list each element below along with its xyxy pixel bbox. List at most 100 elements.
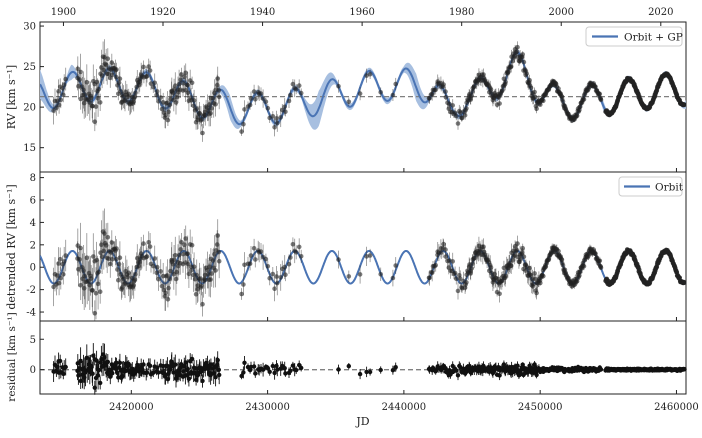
detrended-point: [90, 288, 95, 293]
rv-panel: RV [km s⁻¹] Orbit + GP: [5, 21, 687, 173]
rv-point: [469, 93, 475, 98]
rv-point: [577, 104, 583, 109]
rv-point: [109, 60, 115, 65]
rv-point: [454, 113, 459, 119]
detrended-point: [192, 276, 198, 282]
detrended-y-tick-label: 2: [30, 240, 36, 251]
detrended-point: [455, 288, 461, 294]
detrended-point: [106, 256, 111, 262]
detrended-legend-box: [618, 176, 683, 197]
rv-point: [282, 104, 288, 110]
residual-point: [294, 367, 299, 373]
residual-point: [213, 375, 218, 380]
detrended-point: [503, 273, 508, 279]
residual-panel-frame: [39, 320, 687, 395]
detrended-point: [56, 280, 62, 286]
detrended-point: [115, 267, 120, 272]
residual-point: [346, 363, 351, 369]
detrended-point: [209, 271, 214, 276]
rv-point: [274, 116, 279, 121]
rv-point: [84, 79, 90, 85]
detrended-point: [441, 241, 446, 247]
detrended-point: [102, 231, 107, 236]
rv-point: [682, 102, 686, 107]
rv-point: [521, 59, 527, 65]
detrended-point: [518, 256, 523, 262]
residual-y-axis: 05: [30, 335, 44, 376]
rv-point: [538, 102, 543, 107]
residual-point: [141, 362, 146, 367]
detrended-panel: detrended RV [km s⁻¹] Orbit: [5, 171, 687, 322]
rv-point: [158, 95, 163, 100]
detrended-point: [132, 277, 138, 282]
detrended-y-tick-label: 0: [30, 263, 36, 274]
residual-point: [186, 376, 192, 381]
detrended-point: [166, 285, 171, 291]
rv-point: [60, 86, 65, 91]
rv-point: [56, 88, 61, 94]
rv-point: [147, 68, 153, 73]
residual-point: [443, 366, 448, 371]
rv-point: [433, 87, 439, 93]
rv-point: [357, 91, 363, 96]
rv-point: [534, 106, 539, 111]
residual-point: [173, 362, 178, 367]
residual-point: [274, 363, 279, 369]
rv-point: [346, 99, 352, 105]
detrended-point: [199, 283, 204, 289]
residual-point: [241, 370, 246, 375]
rv-point: [78, 69, 83, 75]
rv-point: [165, 117, 171, 123]
detrended-point: [364, 254, 369, 259]
residual-y-tick-label: 0: [30, 365, 36, 376]
rv-y-tick-label: 30: [23, 22, 36, 33]
detrended-y-tick-label: 8: [30, 173, 36, 184]
detrended-point: [191, 264, 197, 270]
detrended-point: [170, 261, 176, 267]
detrended-point: [282, 264, 288, 270]
rv-point: [105, 56, 111, 61]
rv-point: [97, 100, 103, 105]
detrended-point: [133, 272, 138, 277]
residual-point: [239, 373, 244, 379]
detrended-point: [452, 270, 458, 276]
residual-point: [251, 364, 257, 369]
rv-point: [265, 105, 271, 111]
x-tick-label: 2460000: [654, 402, 699, 413]
detrended-point: [296, 244, 302, 250]
residual-point: [63, 364, 68, 370]
detrended-point: [443, 254, 449, 259]
detrended-legend-label: Orbit: [655, 182, 684, 194]
rv-point: [393, 81, 399, 87]
rv-point: [520, 52, 525, 57]
rv-point: [288, 92, 293, 98]
detrended-ylabel: detrended RV [km s⁻¹]: [5, 184, 18, 309]
rv-point: [163, 113, 168, 118]
rv-point: [367, 71, 373, 77]
residual-y-tick-label: 5: [30, 335, 36, 346]
residual-point: [260, 367, 266, 372]
detrended-point: [267, 275, 273, 281]
year-tick-label: 2020: [648, 7, 673, 18]
detrended-point: [458, 276, 463, 281]
rv-point: [166, 109, 171, 115]
detrended-point: [538, 280, 543, 286]
residual-point: [215, 362, 220, 367]
detrended-point: [492, 271, 498, 277]
detrended-point: [154, 270, 159, 276]
rv-point: [209, 106, 214, 111]
rv-point: [92, 119, 98, 124]
detrended-point: [263, 256, 269, 262]
residual-point: [367, 369, 373, 375]
detrended-point: [293, 250, 299, 255]
rv-point: [296, 83, 302, 88]
rv-point: [443, 95, 449, 100]
detrended-point: [213, 268, 218, 273]
rv-point: [275, 120, 280, 126]
detrended-point: [144, 254, 150, 259]
rv-point: [191, 98, 197, 103]
detrended-point: [215, 233, 220, 238]
rv-point: [90, 103, 95, 109]
rv-point: [154, 89, 160, 94]
